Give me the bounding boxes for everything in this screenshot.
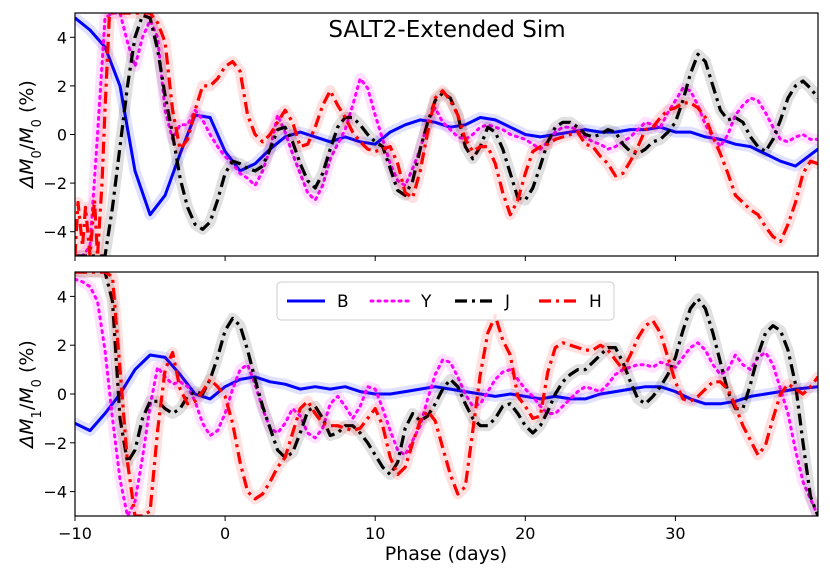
legend-box [276,281,615,321]
top-line-y [75,13,818,256]
top-line-h [75,13,818,256]
legend-label-y: Y [420,292,432,312]
top-ytick-label: 2 [57,77,67,96]
chart-title: SALT2-Extended Sim [328,17,565,43]
xtick-label: 20 [515,524,535,543]
bottom-series-group [75,272,818,516]
legend-label-b: B [337,292,349,312]
x-axis-label: Phase (days) [385,543,507,565]
top-ytick-label: −4 [43,223,67,242]
top-ytick-label: 4 [57,28,67,47]
bottom-line-y [75,277,818,516]
xtick-label: 0 [220,524,230,543]
bottom-ytick-label: −4 [43,483,67,502]
top-line-j [75,13,818,256]
top-y-axis-label: ΔM0/M0 (%) [16,80,45,190]
top-panel: −4 −2 0 2 4 ΔM0/M0 (%) [16,12,819,261]
xtick-label: −10 [58,524,92,543]
xtick-label: 30 [665,524,685,543]
bottom-line-h [75,272,818,516]
bottom-line-b [75,353,818,433]
bottom-ytick-label: 0 [57,385,67,404]
legend-label-h: H [589,292,602,312]
top-line-b [75,16,818,217]
top-ytick-label: −2 [43,174,67,193]
bottom-ytick-label: 2 [57,336,67,355]
bottom-panel: −4 −2 0 2 4 −10 0 10 20 30 ΔM1/M0 (%) [16,271,819,543]
top-series-group [75,13,818,256]
bottom-line-j [75,272,818,516]
xtick-label: 10 [365,524,385,543]
bottom-y-axis-label: ΔM1/M0 (%) [16,340,45,450]
bottom-ytick-label: 4 [57,287,67,306]
top-ytick-label: 0 [57,126,67,145]
bottom-ytick-label: −2 [43,434,67,453]
legend-label-j: J [504,292,510,312]
top-band-h [75,13,818,256]
